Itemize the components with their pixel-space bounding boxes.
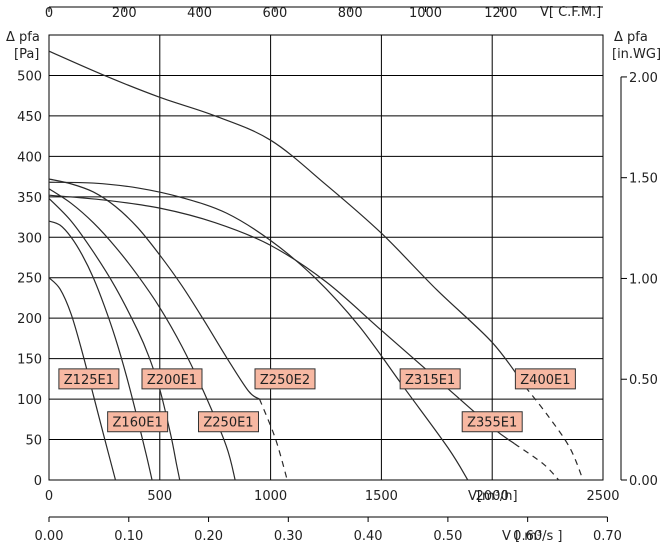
y-left-tick-label: 300	[17, 231, 42, 246]
y-right-label: Δ pfa	[614, 30, 648, 45]
model-label-z315e1: Z315E1	[399, 368, 461, 390]
y-right-tick-label: 1.00	[629, 272, 658, 287]
model-label-z125e1: Z125E1	[58, 368, 120, 390]
y-right-tick-label: 0.00	[629, 474, 658, 489]
model-label-box	[399, 368, 461, 390]
x-main-tick-label: 500	[147, 489, 172, 504]
y-left-tick-label: 0	[34, 474, 42, 489]
x-main-tick-label: 1500	[365, 489, 398, 504]
y-left-tick-label: 450	[17, 110, 42, 125]
x-main-tick-label: 0	[45, 489, 53, 504]
curve-z200e1	[48, 198, 181, 481]
x-bottom-tick-label: 0.10	[114, 529, 143, 544]
curve-z400e1-extension	[524, 386, 584, 481]
model-label-box	[141, 368, 203, 390]
x-main-tick-label: 2000	[476, 489, 509, 504]
curve-z160e1	[48, 220, 153, 481]
y-right-tick-label: 1.50	[629, 172, 658, 187]
x-bottom-tick-label: 0.50	[433, 529, 462, 544]
model-label-z250e1: Z250E1	[197, 411, 259, 433]
y-left-tick-label: 500	[17, 69, 42, 84]
model-label-text: Z125E1	[64, 373, 114, 388]
model-label-text: Z250E2	[260, 373, 310, 388]
curve-z400e1	[48, 50, 526, 388]
y-left-tick-label: 250	[17, 272, 42, 287]
y-left-tick-label: 400	[17, 150, 42, 165]
model-label-box	[58, 368, 120, 390]
x-top-tick-label: 1200	[484, 6, 517, 21]
model-label-text: Z250E1	[203, 416, 253, 431]
curve-z355e1	[48, 194, 515, 445]
curve-z125e1	[48, 277, 117, 481]
y-left-label: Δ pfa	[6, 30, 40, 45]
plot-frame	[48, 34, 604, 481]
model-label-z200e1: Z200E1	[141, 368, 203, 390]
model-label-text: Z400E1	[520, 373, 570, 388]
y-right-tick-label: 2.00	[629, 71, 658, 86]
curve-z315e1	[48, 181, 469, 481]
x-bottom-tick-label: 0.00	[35, 529, 64, 544]
label-layer: Z125E1 Z160E1 Z200E1 Z250E1 Z250E2 Z315E1 Z355…	[58, 368, 576, 433]
x-bottom-tick-label: 0.60	[513, 529, 542, 544]
y-left-tick-label: 100	[17, 393, 42, 408]
x-top-tick-label: 0	[45, 6, 53, 21]
axis-layer: 0 50 100 150 200 250 300 350 400 450 500 0 500 1000 15…	[17, 6, 658, 544]
x-top-tick-label: 400	[187, 6, 212, 21]
model-label-text: Z160E1	[113, 416, 163, 431]
model-label-z250e2: Z250E2	[254, 368, 316, 390]
x-bottom-label: V [ m³/s ]	[502, 529, 562, 544]
y-right-unit: [in.WG]	[612, 47, 661, 62]
x-top-tick-label: 600	[262, 6, 287, 21]
y-right-tick-label: 0.50	[629, 373, 658, 388]
model-label-text: Z315E1	[405, 373, 455, 388]
x-top-tick-label: 800	[338, 6, 363, 21]
x-main-label: V[m³/h]	[468, 489, 518, 504]
model-label-box	[461, 411, 523, 433]
model-label-text: Z355E1	[467, 416, 517, 431]
curve-layer	[48, 50, 584, 481]
model-label-box	[254, 368, 316, 390]
y-left-tick-label: 200	[17, 312, 42, 327]
y-left-tick-label: 350	[17, 191, 42, 206]
x-bottom-tick-label: 0.20	[194, 529, 223, 544]
x-top-label: V[ C.F.M.]	[540, 5, 601, 20]
model-label-z355e1: Z355E1	[461, 411, 523, 433]
y-left-tick-label: 150	[17, 353, 42, 368]
x-bottom-tick-label: 0.40	[354, 529, 383, 544]
x-main-tick-label: 2500	[586, 489, 619, 504]
x-bottom-tick-label: 0.70	[593, 529, 622, 544]
x-top-tick-label: 1000	[409, 6, 442, 21]
y-left-tick-label: 50	[25, 434, 42, 449]
y-left-unit: [Pa]	[14, 47, 39, 62]
x-main-tick-label: 1000	[254, 489, 287, 504]
model-label-box	[197, 411, 259, 433]
model-label-text: Z200E1	[147, 373, 197, 388]
model-label-box	[107, 411, 169, 433]
curve-z250e2-extension	[258, 398, 288, 481]
x-top-tick-label: 200	[112, 6, 137, 21]
model-label-box	[514, 368, 576, 390]
x-bottom-tick-label: 0.30	[274, 529, 303, 544]
grid-layer	[48, 34, 604, 481]
curve-z355e1-extension	[514, 443, 560, 481]
model-label-z160e1: Z160E1	[107, 411, 169, 433]
model-label-z400e1: Z400E1	[514, 368, 576, 390]
curve-z250e2	[48, 178, 260, 400]
